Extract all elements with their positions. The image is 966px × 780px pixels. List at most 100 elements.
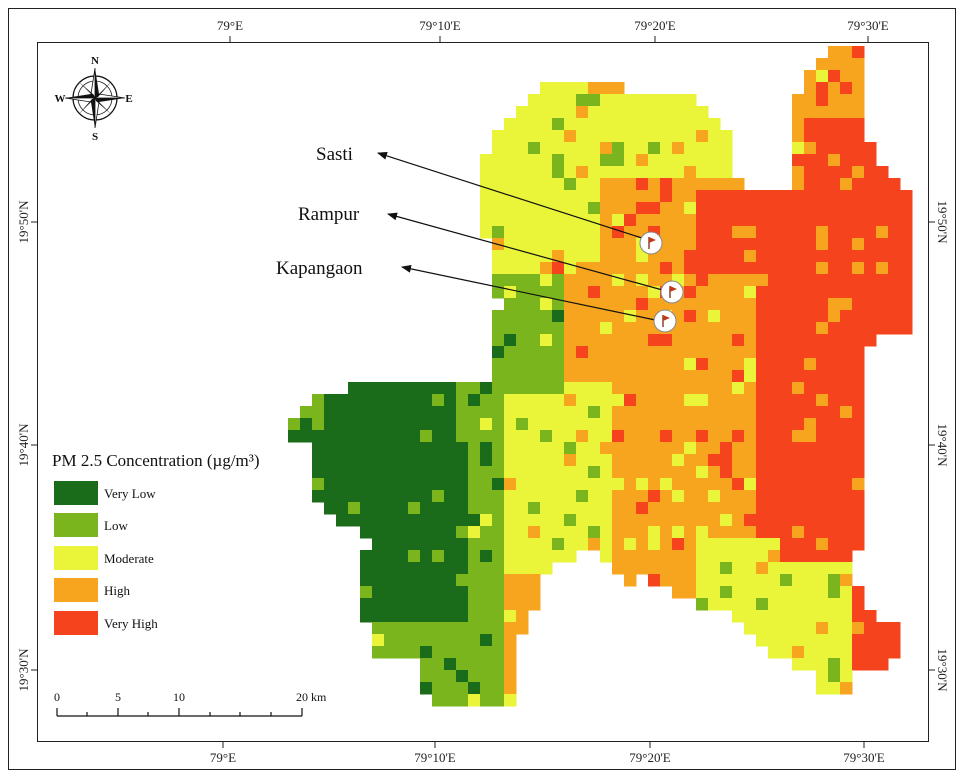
raster-cell (828, 610, 841, 623)
raster-cell (684, 142, 697, 155)
raster-cell (828, 58, 841, 71)
raster-cell (552, 394, 565, 407)
raster-cell (648, 418, 661, 431)
raster-cell (408, 646, 421, 659)
raster-cell (696, 250, 709, 263)
marker-sasti[interactable] (639, 231, 663, 255)
raster-cell (696, 106, 709, 119)
raster-cell (588, 238, 601, 251)
marker-kapangaon[interactable] (653, 309, 677, 333)
raster-cell (600, 526, 613, 539)
raster-cell (660, 442, 673, 455)
scale-label-20: 20 km (296, 690, 327, 704)
raster-cell (372, 430, 385, 443)
raster-cell (420, 454, 433, 467)
raster-cell (744, 238, 757, 251)
raster-cell (816, 574, 829, 587)
raster-cell (492, 310, 505, 323)
raster-cell (528, 406, 541, 419)
raster-cell (732, 214, 745, 227)
raster-cell (564, 238, 577, 251)
raster-cell (768, 502, 781, 515)
raster-cell (792, 130, 805, 143)
legend-swatch-very-high (54, 611, 98, 635)
raster-cell (504, 298, 517, 311)
raster-cell (852, 154, 865, 167)
raster-cell (504, 550, 517, 563)
raster-cell (540, 526, 553, 539)
raster-cell (792, 166, 805, 179)
raster-cell (756, 586, 769, 599)
raster-cell (480, 166, 493, 179)
raster-cell (672, 250, 685, 263)
raster-cell (696, 262, 709, 275)
raster-cell (468, 574, 481, 587)
raster-cell (540, 298, 553, 311)
raster-cell (444, 658, 457, 671)
raster-cell (684, 514, 697, 527)
raster-cell (744, 334, 757, 347)
raster-cell (504, 250, 517, 263)
lat-label-right-3: 19°30'N (935, 649, 950, 693)
raster-cell (516, 598, 529, 611)
raster-cell (600, 514, 613, 527)
raster-cell (744, 502, 757, 515)
raster-cell (816, 82, 829, 95)
raster-cell (792, 538, 805, 551)
raster-cell (864, 274, 877, 287)
raster-cell (576, 346, 589, 359)
raster-cell (720, 526, 733, 539)
lon-label-bottom-4: 79°30'E (843, 750, 885, 765)
raster-cell (384, 526, 397, 539)
raster-cell (636, 202, 649, 215)
raster-cell (636, 430, 649, 443)
raster-cell (480, 514, 493, 527)
raster-cell (840, 526, 853, 539)
raster-cell (360, 394, 373, 407)
raster-cell (816, 358, 829, 371)
raster-cell (588, 406, 601, 419)
raster-cell (384, 586, 397, 599)
raster-cell (804, 586, 817, 599)
raster-cell (504, 418, 517, 431)
raster-cell (324, 442, 337, 455)
raster-cell (684, 214, 697, 227)
raster-cell (636, 190, 649, 203)
raster-cell (444, 538, 457, 551)
raster-cell (408, 514, 421, 527)
raster-cell (792, 394, 805, 407)
raster-cell (588, 82, 601, 95)
marker-rampur[interactable] (660, 280, 684, 304)
raster-cell (840, 202, 853, 215)
raster-cell (636, 310, 649, 323)
raster-cell (852, 130, 865, 143)
raster-cell (528, 490, 541, 503)
raster-cell (768, 454, 781, 467)
raster-cell (840, 214, 853, 227)
raster-cell (852, 70, 865, 83)
raster-cell (744, 286, 757, 299)
raster-cell (840, 574, 853, 587)
raster-cell (528, 226, 541, 239)
raster-cell (852, 226, 865, 239)
raster-cell (456, 394, 469, 407)
raster-cell (624, 394, 637, 407)
raster-cell (816, 70, 829, 83)
raster-cell (780, 274, 793, 287)
raster-cell (492, 682, 505, 695)
raster-cell (768, 598, 781, 611)
raster-cell (624, 502, 637, 515)
legend-label-low: Low (104, 518, 128, 533)
raster-cell (840, 442, 853, 455)
raster-cell (624, 118, 637, 131)
raster-cell (732, 538, 745, 551)
raster-cell (576, 454, 589, 467)
raster-cell (840, 250, 853, 263)
leader-arrow-sasti (377, 151, 646, 240)
raster-cell (684, 562, 697, 575)
raster-cell (708, 262, 721, 275)
raster-cell (504, 310, 517, 323)
raster-cell (384, 442, 397, 455)
raster-cell (696, 238, 709, 251)
